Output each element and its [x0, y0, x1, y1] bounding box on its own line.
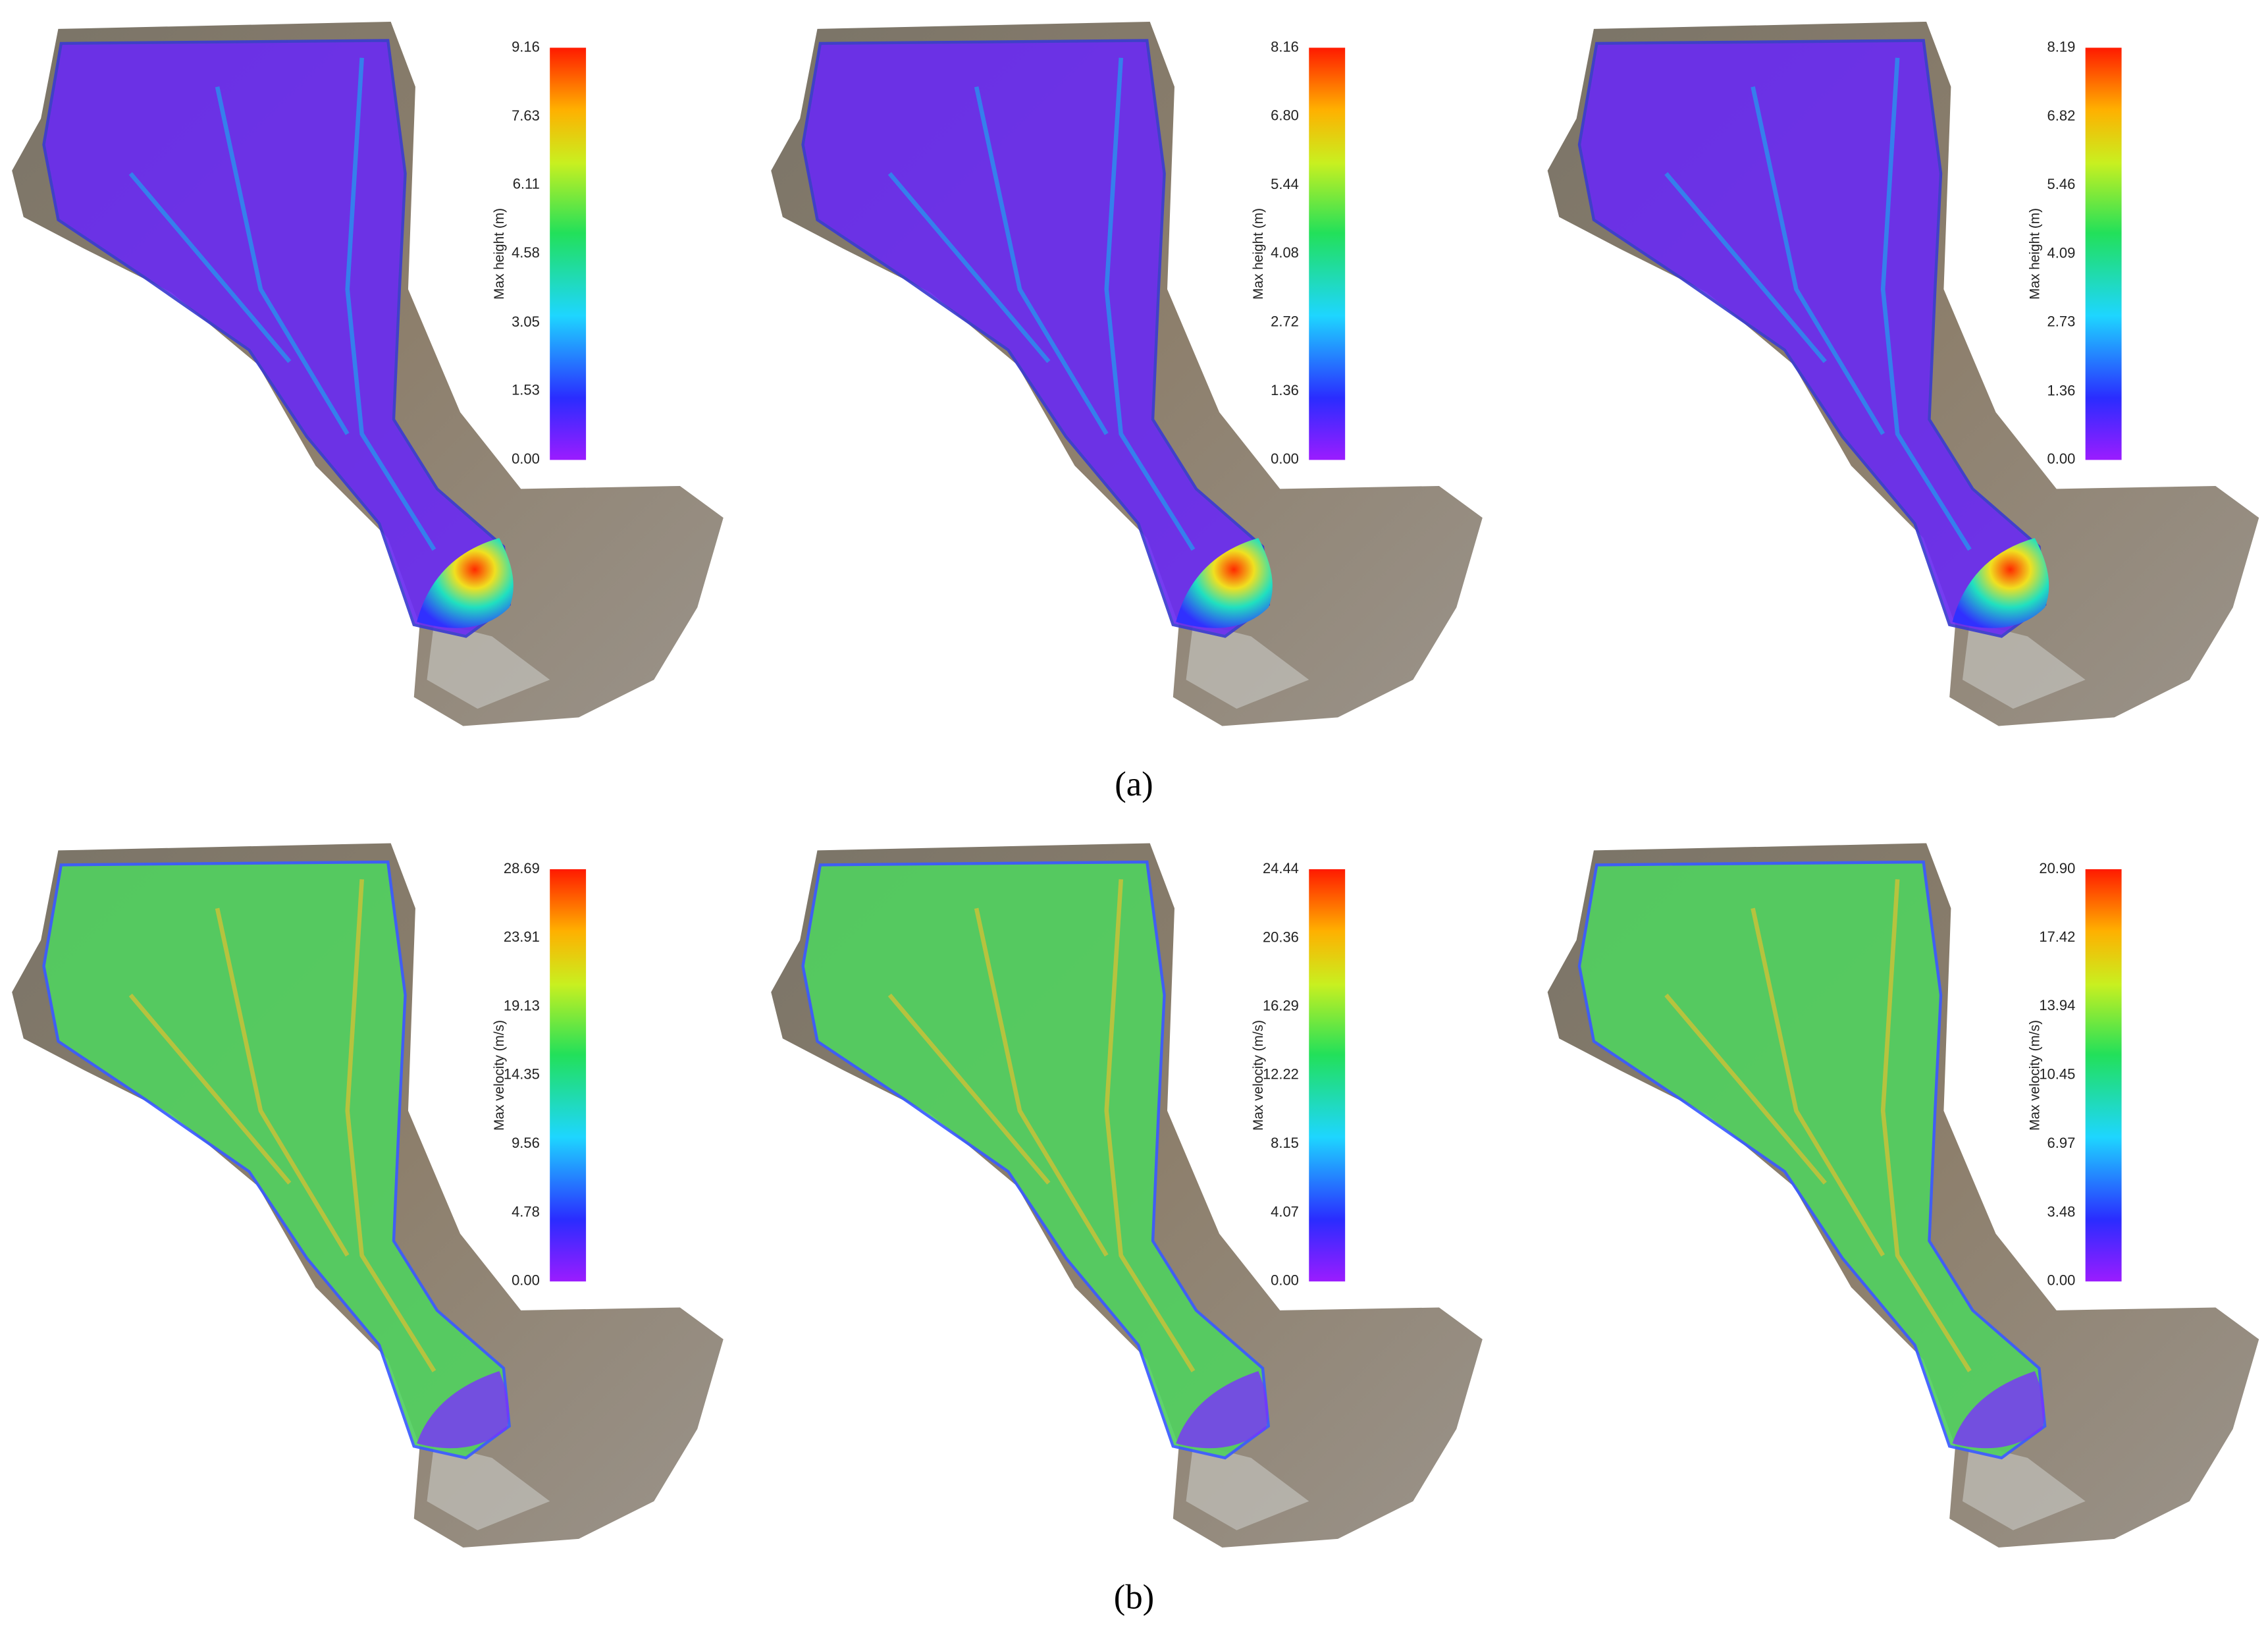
colorbar-tick-label: 8.19	[2047, 38, 2076, 55]
caption: (b)	[1114, 1578, 1154, 1616]
deposit-fan	[1952, 1371, 2045, 1449]
colorbar-tick-label: 0.00	[2047, 1272, 2076, 1289]
deposit-fan	[417, 538, 514, 628]
colorbar-label: Max height (m)	[492, 208, 507, 300]
colorbar	[550, 47, 587, 460]
panel: 0.00 1.36 2.72 4.08 5.44 6.80 8.16 Max height (…	[771, 21, 1483, 726]
colorbar-tick-label: 6.11	[513, 176, 540, 192]
colorbar-label: Max height (m)	[1251, 208, 1266, 300]
panel: 0.00 1.36 2.73 4.09 5.46 6.82 8.19 Max height (…	[1547, 21, 2259, 726]
colorbar-tick-label: 4.78	[512, 1203, 540, 1220]
flow-channel	[887, 57, 1196, 551]
colorbar-tick-label: 20.36	[1263, 929, 1299, 945]
colorbar	[550, 869, 587, 1281]
colorbar-tick-label: 19.13	[504, 997, 540, 1013]
colorbar-tick-label: 6.80	[1271, 107, 1299, 124]
snow-patch	[1962, 622, 2086, 709]
flow-channel	[128, 57, 436, 551]
colorbar-tick-label: 3.05	[512, 313, 540, 330]
colorbar-tick-label: 12.22	[1263, 1066, 1299, 1083]
deposit-fan	[1176, 538, 1273, 628]
panel: 0.00 3.48 6.97 10.45 13.94 17.42 20.90 Max velo…	[1547, 843, 2259, 1548]
colorbar-tick-label: 2.72	[1271, 313, 1299, 330]
flow-area	[1577, 860, 2047, 1460]
deposit-fan	[1952, 538, 2049, 628]
colorbar-tick-label: 4.08	[1271, 244, 1299, 261]
colorbar-tick-label: 4.09	[2047, 245, 2076, 261]
caption: (a)	[1115, 765, 1153, 803]
flow-area	[42, 39, 512, 638]
flow-area	[801, 860, 1271, 1460]
colorbar-tick-label: 0.00	[1271, 1272, 1299, 1289]
colorbar-tick-label: 4.07	[1271, 1203, 1299, 1220]
panel: 0.00 4.07 8.15 12.22 16.29 20.36 24.44 Max velo…	[771, 843, 1483, 1548]
flow-area	[1577, 39, 2047, 638]
flow-channel	[1664, 57, 1972, 551]
colorbar-tick-label: 5.44	[1271, 176, 1299, 192]
snow-patch	[1186, 1443, 1309, 1530]
colorbar-tick-label: 6.82	[2047, 107, 2076, 124]
colorbar-tick-label: 8.15	[1271, 1135, 1299, 1151]
colorbar-tick-label: 13.94	[2039, 997, 2075, 1013]
colorbar-tick-label: 23.91	[504, 929, 540, 945]
colorbar-tick-label: 0.00	[512, 450, 540, 467]
flow-channel	[887, 879, 1196, 1372]
flow-area	[801, 39, 1271, 638]
deposit-fan	[1176, 1371, 1269, 1449]
colorbar-tick-label: 1.36	[1271, 382, 1299, 398]
flow-channel	[1664, 879, 1972, 1372]
colorbar-label: Max height (m)	[2027, 208, 2042, 300]
snow-patch	[1186, 622, 1309, 709]
colorbar	[1309, 47, 1346, 460]
flow-area	[42, 860, 512, 1460]
colorbar-tick-label: 4.58	[512, 244, 540, 261]
colorbar-tick-label: 10.45	[2039, 1066, 2075, 1083]
flow-channel	[128, 879, 436, 1372]
colorbar-tick-label: 17.42	[2039, 929, 2075, 945]
snow-patch	[427, 622, 550, 709]
colorbar-label: Max velocity (m/s)	[492, 1020, 507, 1131]
snow-patch	[427, 1443, 550, 1530]
colorbar-tick-label: 28.69	[504, 860, 540, 876]
colorbar-tick-label: 8.16	[1271, 38, 1299, 55]
colorbar	[1309, 869, 1346, 1281]
colorbar-tick-label: 0.00	[2047, 450, 2076, 467]
colorbar-tick-label: 9.16	[512, 38, 540, 55]
colorbar-label: Max velocity (m/s)	[2027, 1020, 2042, 1131]
colorbar	[2085, 47, 2122, 460]
colorbar-tick-label: 20.90	[2039, 860, 2075, 876]
colorbar-label: Max velocity (m/s)	[1251, 1020, 1266, 1131]
colorbar-tick-label: 9.56	[512, 1135, 540, 1151]
colorbar-tick-label: 6.97	[2047, 1135, 2076, 1151]
colorbar-tick-label: 24.44	[1263, 860, 1299, 876]
colorbar-tick-label: 14.35	[504, 1066, 540, 1083]
colorbar-tick-label: 5.46	[2047, 176, 2076, 192]
colorbar	[2085, 869, 2122, 1281]
colorbar-tick-label: 3.48	[2047, 1203, 2076, 1220]
colorbar-tick-label: 2.73	[2047, 313, 2076, 330]
colorbar-tick-label: 16.29	[1263, 998, 1299, 1014]
snow-patch	[1962, 1443, 2086, 1530]
panel: 0.00 1.53 3.05 4.58 6.11 7.63 9.16 Max height (…	[12, 21, 724, 726]
colorbar-tick-label: 7.63	[512, 107, 540, 124]
colorbar-tick-label: 1.36	[2047, 382, 2076, 398]
colorbar-tick-label: 1.53	[512, 382, 540, 398]
panel: 0.00 4.78 9.56 14.35 19.13 23.91 28.69 Max velo…	[12, 843, 724, 1548]
colorbar-tick-label: 0.00	[1271, 450, 1299, 467]
deposit-fan	[417, 1371, 509, 1449]
colorbar-tick-label: 0.00	[512, 1272, 540, 1289]
